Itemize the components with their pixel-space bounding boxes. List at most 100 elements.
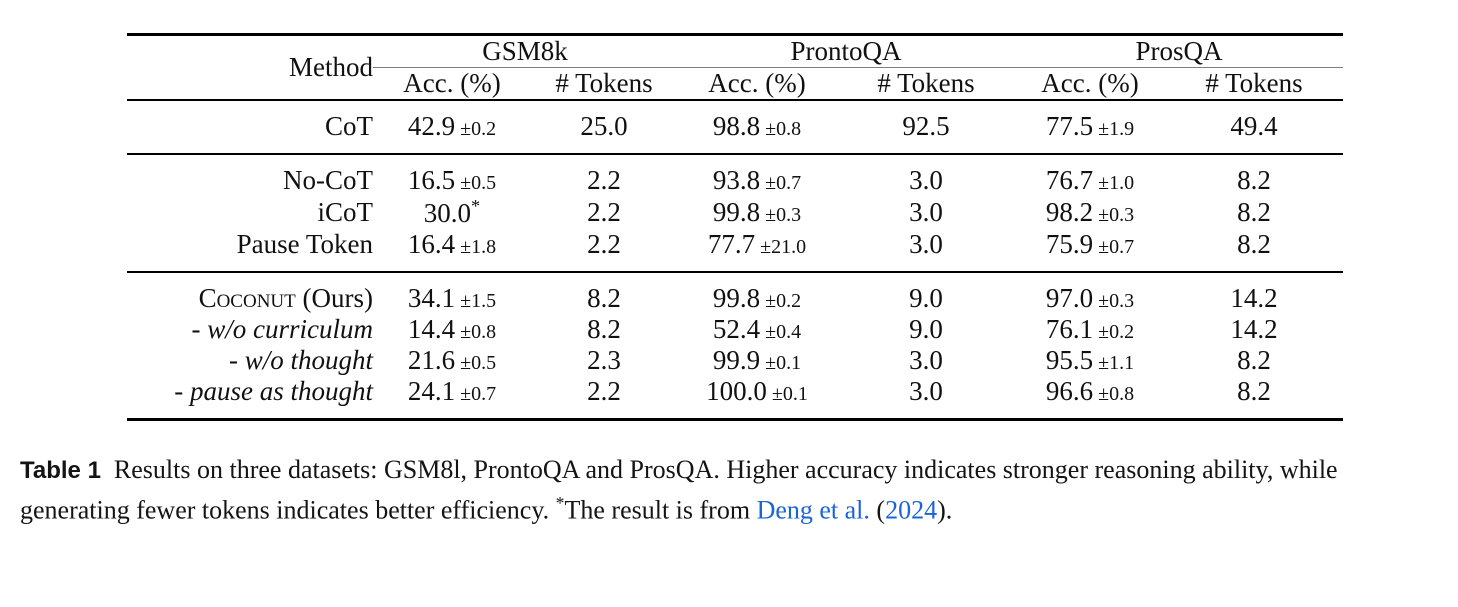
results-table: Method GSM8k ProntoQA ProsQA Acc. (%) # … [127,33,1343,421]
acc-cell: 100.0 ±0.1 [677,376,837,420]
table-row-pause-as-thought: - pause as thought 24.1 ±0.7 2.2 100.0 ±0.… [127,376,1343,420]
value: 42.9 [407,111,456,141]
acc-cell: 42.9 ±0.2 [373,100,531,154]
table-header: Method GSM8k ProntoQA ProsQA Acc. (%) # … [127,34,1343,100]
value: 14.2 [1230,283,1278,313]
value: 25.0 [580,111,628,141]
method-label: CoT [324,111,373,141]
tokens-cell: 25.0 [531,100,677,154]
value: 34.1 [407,283,456,313]
citation-year-link[interactable]: 2024 [885,495,938,525]
value: 24.1 [407,376,456,406]
col-header-gsm8k-tokens: # Tokens [555,68,653,98]
value: 100.0 [706,376,767,406]
value: 8.2 [587,283,621,313]
value: 9.0 [909,314,943,344]
method-label: - w/o thought [228,345,373,375]
value: 2.2 [587,376,621,406]
stddev: ±0.7 [765,172,802,194]
group-header-prosqa: ProsQA [1015,34,1343,68]
acc-cell: 99.8 ±0.2 [677,272,837,314]
value: 2.3 [587,345,621,375]
acc-cell: 93.8 ±0.7 [677,154,837,196]
tokens-cell: 8.2 [1165,196,1343,229]
acc-cell: 77.7 ±21.0 [677,229,837,272]
tokens-cell: 8.2 [531,272,677,314]
caption-label: Table 1 [20,457,101,484]
method-label: No-CoT [283,165,373,195]
stddev: ±0.2 [1098,321,1135,343]
method-label: - w/o curriculum [191,314,374,344]
col-header-prontoqa-acc: Acc. (%) [708,68,806,98]
acc-cell: 98.8 ±0.8 [677,100,837,154]
acc-cell: 16.5 ±0.5 [373,154,531,196]
value: 8.2 [1237,165,1271,195]
stddev: ±1.0 [1098,172,1135,194]
tokens-cell: 8.2 [531,314,677,345]
tokens-cell: 3.0 [837,376,1015,420]
col-header-method: Method [289,52,373,82]
value: 98.8 [712,111,761,141]
stddev: ±0.5 [460,172,497,194]
stddev: ±0.4 [765,321,802,343]
tokens-cell: 3.0 [837,196,1015,229]
tokens-cell: 8.2 [1165,345,1343,376]
tokens-cell: 9.0 [837,314,1015,345]
tokens-cell: 8.2 [1165,154,1343,196]
value: 93.8 [712,165,761,195]
value: 16.4 [407,229,456,259]
col-header-prosqa-tokens: # Tokens [1205,68,1303,98]
stddev: ±0.7 [1098,236,1135,258]
value: 95.5 [1045,345,1094,375]
value: 9.0 [909,283,943,313]
acc-cell: 24.1 ±0.7 [373,376,531,420]
col-header-prontoqa-tokens: # Tokens [877,68,975,98]
results-table-container: Method GSM8k ProntoQA ProsQA Acc. (%) # … [127,33,1343,421]
value: 97.0 [1045,283,1094,313]
value: 3.0 [909,229,943,259]
acc-cell: 52.4 ±0.4 [677,314,837,345]
tokens-cell: 8.2 [1165,376,1343,420]
value: 99.8 [712,197,761,227]
tokens-cell: 3.0 [837,154,1015,196]
value: 16.5 [407,165,456,195]
value: 3.0 [909,197,943,227]
method-label: Pause Token [236,229,373,259]
section-baselines: No-CoT 16.5 ±0.5 2.2 93.8 ±0.7 3.0 76.7 ±1.… [127,154,1343,272]
value: 2.2 [587,229,621,259]
acc-cell: 30.0* [373,196,531,229]
acc-cell: 98.2 ±0.3 [1015,196,1165,229]
group-header-prontoqa: ProntoQA [677,34,1015,68]
acc-cell: 16.4 ±1.8 [373,229,531,272]
acc-cell: 76.1 ±0.2 [1015,314,1165,345]
tokens-cell: 92.5 [837,100,1015,154]
group-header-gsm8k: GSM8k [373,34,677,68]
col-header-prosqa-acc: Acc. (%) [1041,68,1139,98]
stddev: ±1.9 [1098,118,1135,140]
value: 76.1 [1045,314,1094,344]
value: 92.5 [902,111,950,141]
method-suffix: (Ours) [295,283,373,313]
citation-link-deng[interactable]: Deng et al. [756,495,870,525]
footnote-asterisk: * [555,493,565,514]
stddev: ±21.0 [760,236,807,258]
value: 2.2 [587,165,621,195]
footnote-asterisk: * [471,196,481,216]
value: 8.2 [1237,345,1271,375]
table-row-icot: iCoT 30.0* 2.2 99.8 ±0.3 3.0 98.2 ±0.3 8.2 [127,196,1343,229]
value: 14.4 [407,314,456,344]
stddev: ±0.5 [460,352,497,374]
tokens-cell: 2.2 [531,229,677,272]
caption-text: The result is from [564,495,757,525]
value: 98.2 [1045,197,1094,227]
table-row-pause-token: Pause Token 16.4 ±1.8 2.2 77.7 ±21.0 3.0 7… [127,229,1343,272]
value: 96.6 [1045,376,1094,406]
value: 2.2 [587,197,621,227]
table-row-cot: CoT 42.9 ±0.2 25.0 98.8 ±0.8 92.5 77.5 ±1.9… [127,100,1343,154]
value: 21.6 [407,345,456,375]
value: 8.2 [1237,229,1271,259]
value: 3.0 [909,165,943,195]
section-cot: CoT 42.9 ±0.2 25.0 98.8 ±0.8 92.5 77.5 ±1.9… [127,100,1343,154]
value: 75.9 [1045,229,1094,259]
value: 8.2 [587,314,621,344]
